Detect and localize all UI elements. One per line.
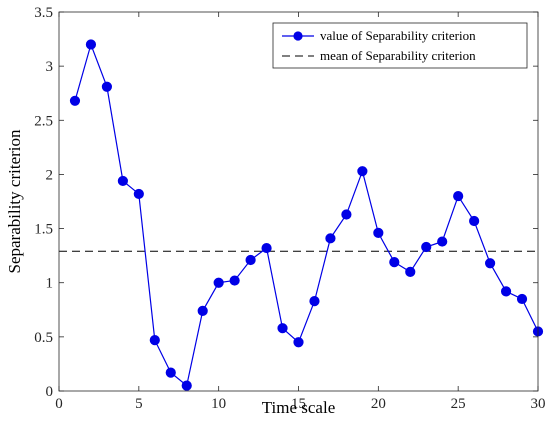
data-point (485, 258, 496, 269)
data-point (101, 81, 113, 92)
data-point (325, 233, 336, 244)
legend-marker-value-dot (293, 31, 303, 41)
y-tick-label: 2 (46, 167, 54, 183)
legend-box (272, 22, 528, 69)
y-tick-label: 1.5 (34, 222, 53, 238)
y-tick-label: 0 (46, 384, 54, 400)
axes-frame (58, 11, 539, 392)
data-point (277, 323, 288, 334)
data-point (213, 277, 224, 288)
legend-label-mean: mean of Separability criterion (320, 48, 476, 63)
x-tick-label: 10 (211, 396, 226, 412)
data-point (341, 209, 352, 220)
data-point (469, 215, 480, 227)
data-point (389, 257, 400, 268)
data-point (500, 286, 512, 297)
data-point (69, 95, 81, 106)
data-point (85, 39, 97, 50)
data-point (181, 380, 192, 391)
data-point (453, 190, 464, 202)
data-point (437, 236, 448, 247)
data-point (309, 296, 320, 307)
data-point (133, 188, 144, 200)
axes: 0 5 10 15 20 25 30 0 0.5 1 1.5 2 2.5 3 3.5 (34, 5, 545, 412)
data-point (149, 335, 160, 346)
x-tick-label: 0 (55, 396, 63, 412)
x-tick-label: 5 (135, 396, 143, 412)
data-point (117, 175, 128, 187)
data-point (373, 227, 384, 239)
y-tick-label: 3 (46, 59, 54, 75)
series-line (74, 42, 539, 387)
data-point (261, 242, 272, 254)
data-point (197, 305, 208, 316)
data-point (293, 337, 304, 348)
y-tick-label: 3.5 (34, 5, 53, 21)
y-tick-label: 1 (46, 276, 54, 292)
x-tick-label: 25 (451, 396, 466, 412)
y-tick-label: 2.5 (34, 113, 53, 129)
plot-area (59, 39, 544, 391)
data-point (516, 293, 528, 305)
x-tick-label: 30 (531, 396, 546, 412)
data-point (405, 266, 416, 277)
y-axis-label: Separability criterion (5, 129, 24, 273)
data-point (229, 275, 240, 286)
legend-label-value: value of Separability criterion (320, 28, 476, 43)
x-axis-label: Time scale (262, 398, 336, 417)
data-point (357, 166, 368, 177)
y-tick-label: 0.5 (34, 330, 53, 346)
x-tick-label: 15 (291, 396, 306, 412)
data-point (245, 254, 256, 266)
legend: value of Separability criterion mean of … (272, 22, 528, 69)
x-tick-label: 20 (371, 396, 386, 412)
data-point (165, 367, 176, 378)
data-point (421, 241, 432, 253)
